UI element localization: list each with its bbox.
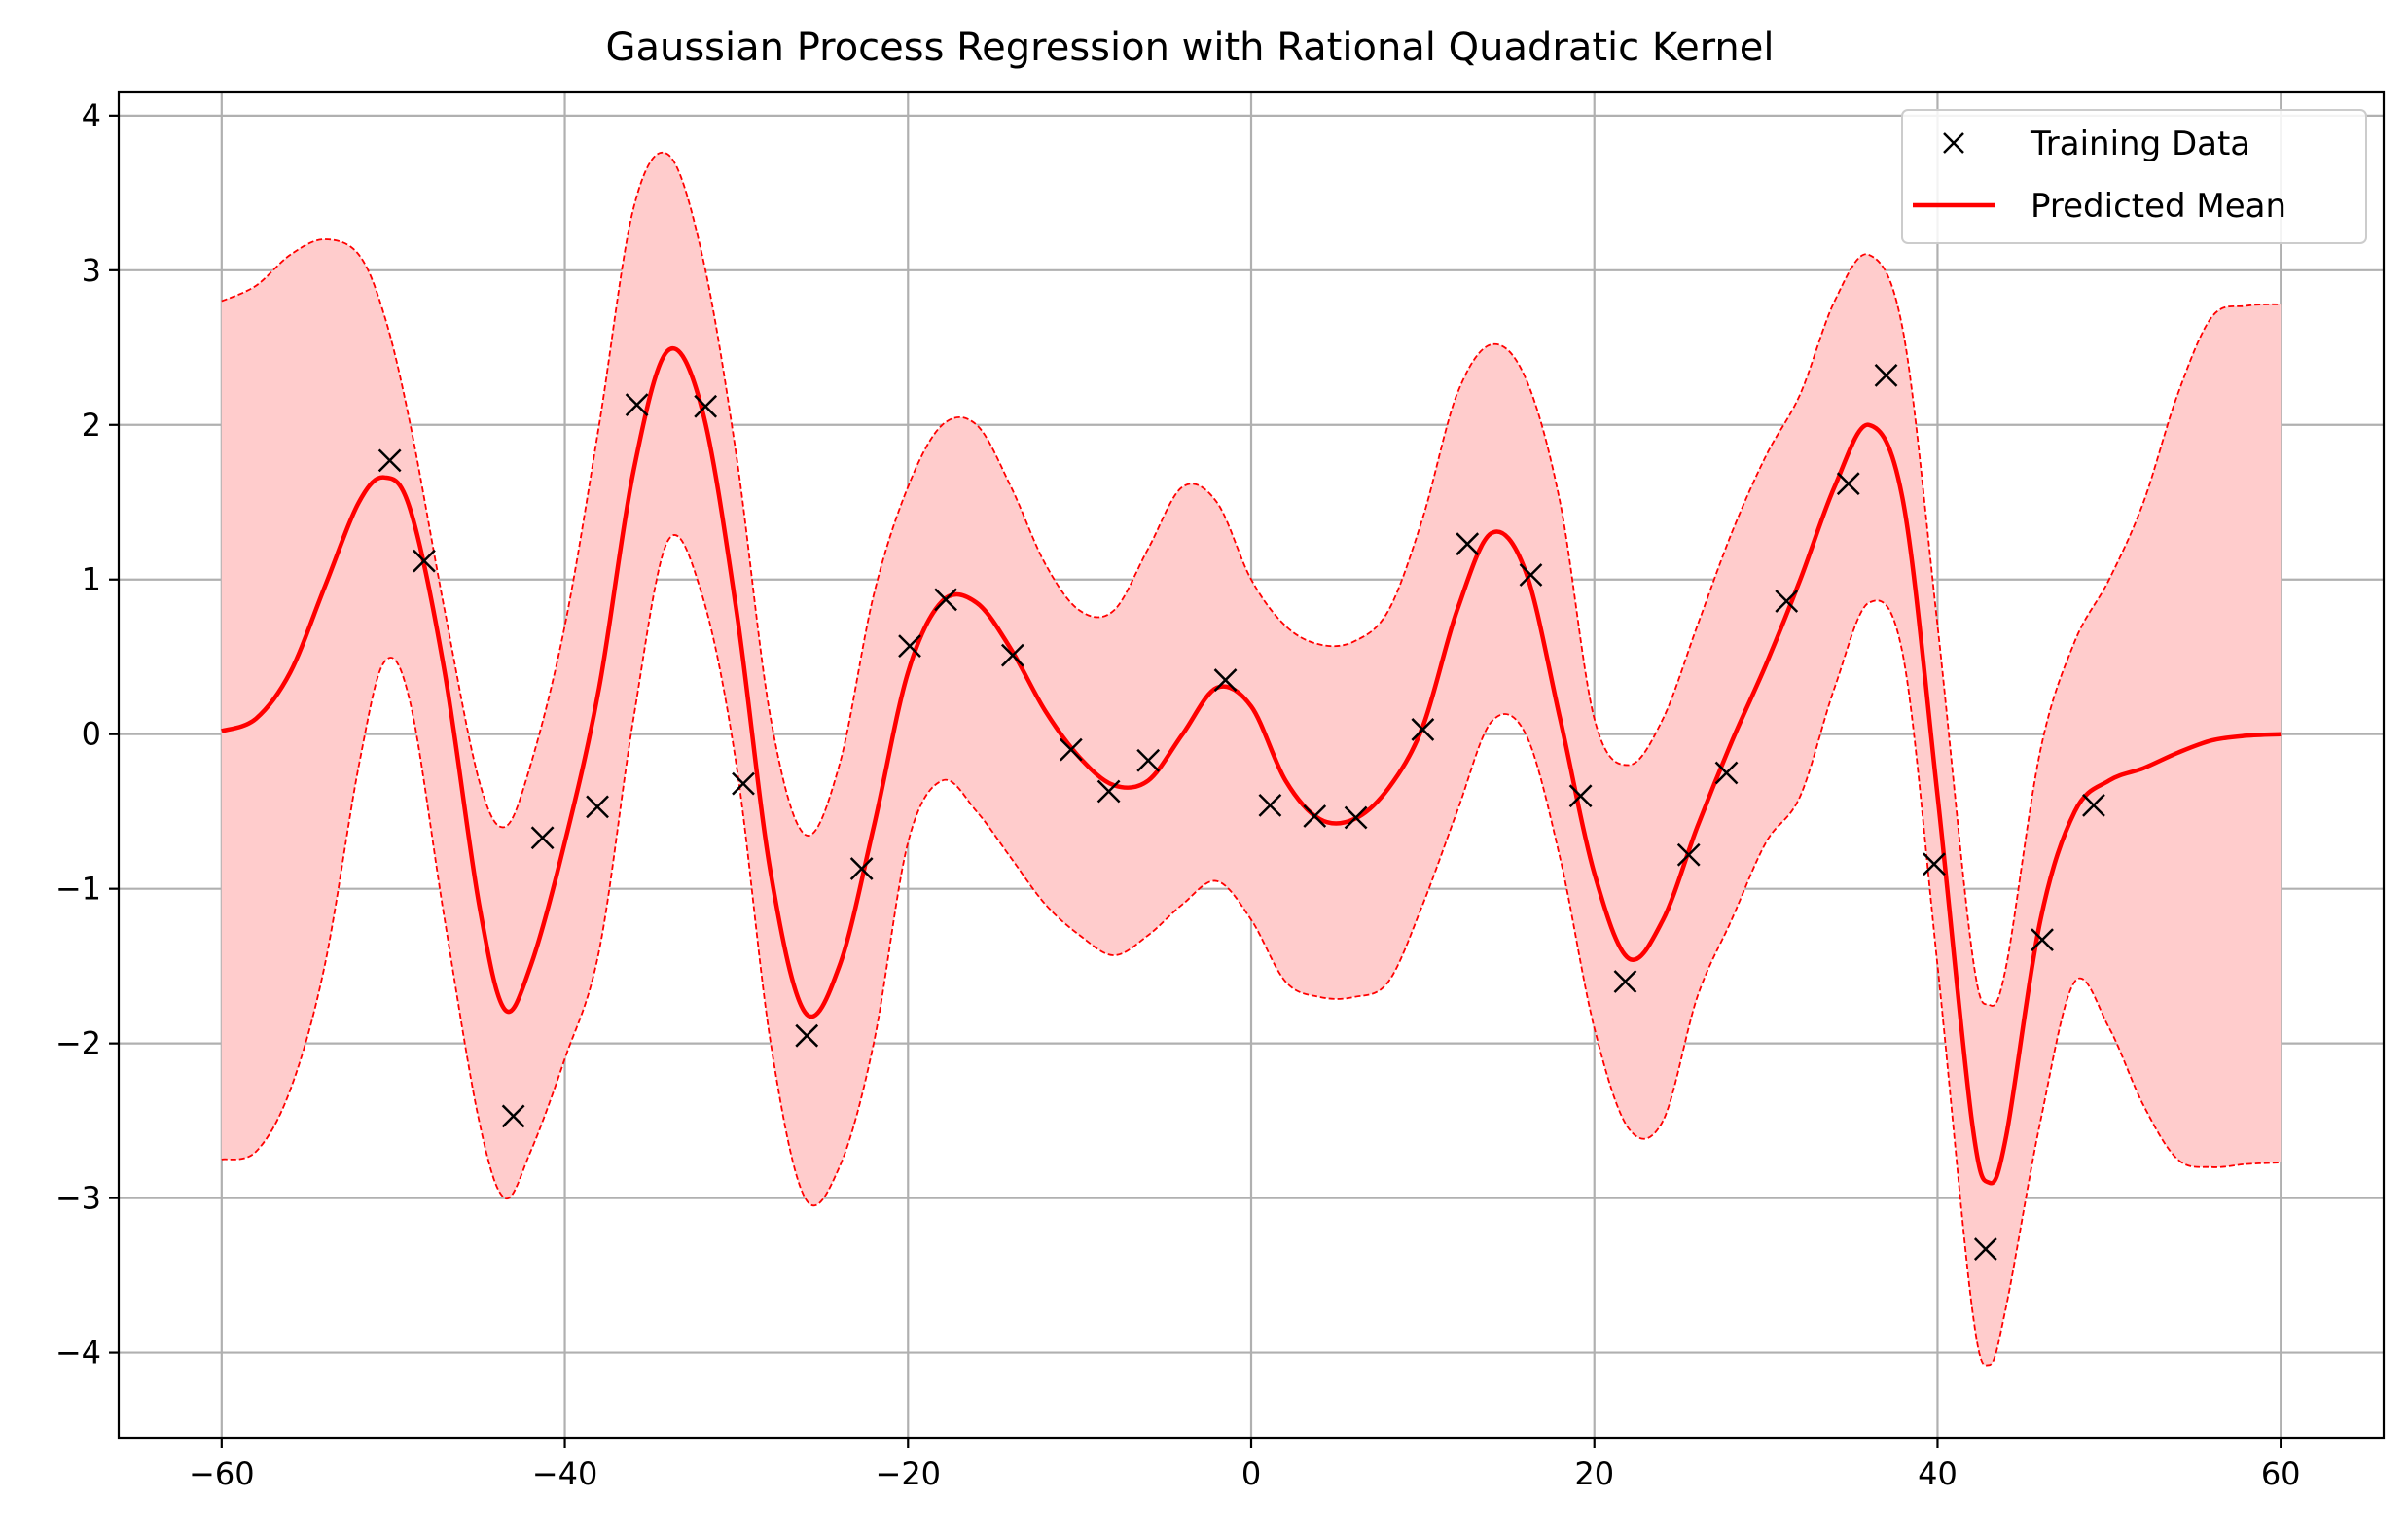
chart-title: Gaussian Process Regression with Rationa…	[605, 25, 1774, 70]
training-data-point	[625, 393, 649, 416]
confidence-band-lower-edge	[221, 534, 2282, 1367]
y-tick-label: 3	[82, 252, 101, 289]
training-data-point	[898, 634, 921, 658]
confidence-band-upper-edge	[221, 151, 2282, 1007]
training-data-point	[1456, 532, 1480, 556]
training-data-point	[501, 1104, 525, 1128]
x-tick-label: −40	[532, 1455, 598, 1492]
training-data-point	[1411, 718, 1435, 741]
y-tick-label: −2	[55, 1025, 101, 1062]
x-tick-label: −20	[876, 1455, 942, 1492]
x-tick-label: 0	[1241, 1455, 1261, 1492]
training-data-point	[586, 795, 609, 819]
training-data-point	[694, 394, 718, 418]
y-axis: −4 −3 −2 −1 0 1 2 3 4	[55, 97, 119, 1372]
y-tick-label: −3	[55, 1180, 101, 1217]
legend-label-training-data: Training Data	[2030, 125, 2250, 163]
training-data-point	[1303, 804, 1327, 828]
training-data-point	[1836, 472, 1860, 496]
training-data-point	[1136, 748, 1161, 772]
y-tick-label: −1	[55, 871, 101, 908]
training-data-point	[934, 588, 957, 612]
training-data-point	[2082, 793, 2105, 817]
training-data-point	[413, 549, 436, 573]
training-data-point	[1613, 970, 1637, 993]
y-tick-label: 2	[82, 407, 101, 444]
training-data-point	[1973, 1237, 1997, 1261]
training-data-point	[1874, 364, 1898, 387]
x-tick-label: 20	[1574, 1455, 1614, 1492]
legend-box	[1901, 109, 2367, 244]
legend-label-predicted-mean: Predicted Mean	[2031, 187, 2286, 226]
training-data-point	[377, 448, 402, 473]
training-data-point	[1519, 563, 1543, 587]
training-data-point	[530, 826, 555, 850]
legend-marker-training-data	[1943, 132, 1964, 154]
training-data-point	[1775, 590, 1799, 613]
y-tick-label: 1	[82, 561, 101, 598]
y-tick-label: 0	[82, 716, 101, 753]
legend: Training Data Predicted Mean	[1901, 109, 2367, 244]
training-data-point	[732, 771, 755, 796]
training-data-point	[1714, 761, 1739, 785]
training-data-point	[1258, 793, 1282, 817]
y-tick-label: 4	[82, 97, 101, 134]
training-data-point	[795, 1023, 819, 1048]
x-tick-label: 40	[1918, 1455, 1958, 1492]
training-data-point	[1923, 852, 1946, 876]
training-data-point	[1568, 784, 1593, 808]
y-tick-label: −4	[55, 1335, 101, 1372]
training-data-point	[1096, 779, 1121, 804]
training-data-point	[1213, 668, 1238, 692]
training-data-point	[2031, 928, 2054, 952]
confidence-band	[221, 152, 2282, 1366]
predicted-mean-line	[221, 346, 2282, 1186]
training-data-point	[1000, 643, 1024, 667]
training-data-point	[849, 857, 874, 880]
x-tick-label: 60	[2261, 1455, 2301, 1492]
training-data-points	[377, 364, 2105, 1261]
training-data-point	[1059, 737, 1083, 762]
x-axis: −60 −40 −20 0 20 40 60	[189, 1438, 2301, 1492]
x-tick-label: −60	[189, 1455, 255, 1492]
training-data-point	[1676, 842, 1701, 867]
training-data-point	[1344, 805, 1368, 830]
